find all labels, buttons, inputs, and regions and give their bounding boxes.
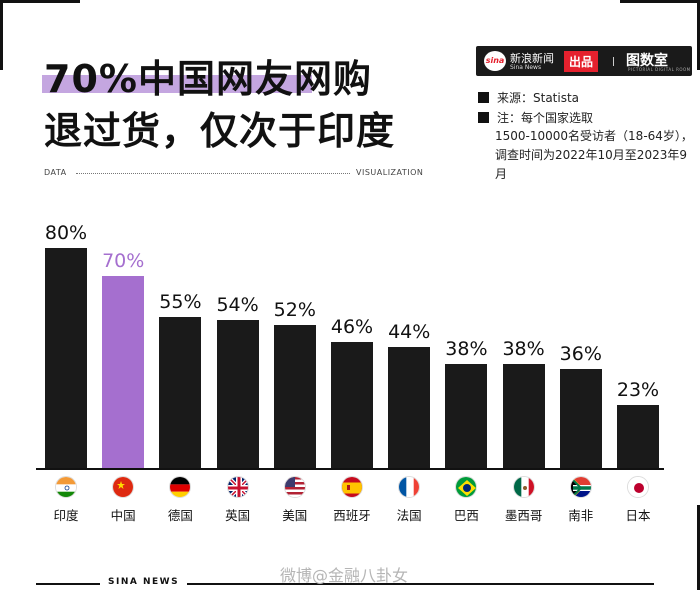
corner-frame-top-left-h bbox=[0, 0, 80, 3]
dotted-divider bbox=[76, 173, 350, 174]
logo-separator: | bbox=[612, 57, 616, 67]
bar-0 bbox=[45, 248, 87, 468]
category-label: 墨西哥 bbox=[504, 508, 543, 523]
corner-frame-top-left-v bbox=[0, 0, 3, 70]
bar-value-label: 38% bbox=[445, 337, 488, 360]
bar-value-label: 80% bbox=[44, 222, 88, 244]
produced-badge: 出品 bbox=[564, 51, 599, 72]
mexico-flag-icon bbox=[512, 476, 535, 498]
category-label: 美国 bbox=[282, 508, 308, 523]
corner-frame-top-right-h bbox=[620, 0, 700, 3]
uk-flag-icon bbox=[226, 476, 249, 498]
category-label: 德国 bbox=[167, 508, 193, 523]
bar-10 bbox=[617, 404, 659, 468]
survey-note-detail: 1500-10000名受访者（18-64岁），调查时间为2022年10月至202… bbox=[495, 129, 693, 181]
spain-flag-icon bbox=[341, 476, 363, 498]
corner-frame-right-bottom-v bbox=[697, 505, 700, 590]
category-label: 西班牙 bbox=[333, 508, 371, 523]
title-highlight bbox=[42, 75, 312, 93]
footer-brand: SINA NEWS bbox=[100, 577, 188, 587]
bar-value-label: 46% bbox=[330, 315, 374, 338]
bullet-square-icon bbox=[478, 112, 489, 123]
bar-1 bbox=[102, 275, 145, 468]
bar-4 bbox=[273, 325, 316, 468]
usa-flag-icon bbox=[283, 476, 306, 498]
germany-flag-icon bbox=[169, 476, 192, 498]
corner-frame-top-right-v bbox=[697, 0, 700, 70]
bar-8 bbox=[502, 363, 545, 468]
bar-value-label: 52% bbox=[273, 299, 316, 321]
bar-value-label: 54% bbox=[216, 293, 259, 316]
bar-value-label: 44% bbox=[388, 321, 431, 343]
tu-shu-shi-logo: 图数室 bbox=[626, 53, 668, 69]
japan-flag-icon bbox=[627, 476, 649, 498]
south-africa-flag-icon bbox=[569, 476, 592, 498]
bar-value-label: 23% bbox=[616, 378, 660, 401]
survey-note-text: 注：每个国家选取 bbox=[497, 111, 594, 125]
sina-logo-icon: sina bbox=[484, 51, 506, 71]
bar-2 bbox=[159, 316, 202, 468]
bar-9 bbox=[559, 369, 602, 468]
bar-value-label: 55% bbox=[159, 290, 202, 313]
brand-name-en: Sina News bbox=[510, 64, 542, 71]
tu-shu-shi-logo-en: PICTORIAL DIGITAL ROOM bbox=[628, 67, 691, 72]
france-flag-icon bbox=[398, 476, 421, 498]
category-label: 巴西 bbox=[453, 508, 479, 523]
category-label: 印度 bbox=[53, 508, 79, 523]
page-title-line1: 70%中国网友网购 bbox=[44, 57, 372, 101]
category-label: 英国 bbox=[225, 508, 251, 523]
survey-note: 注：每个国家选取 bbox=[478, 109, 593, 127]
bar-value-label: 70% bbox=[102, 249, 145, 272]
category-label: 法国 bbox=[396, 508, 422, 523]
bar-7 bbox=[445, 363, 488, 468]
data-label: DATA bbox=[44, 168, 67, 177]
footer-line bbox=[36, 583, 654, 585]
brazil-flag-icon bbox=[455, 476, 478, 498]
bar-value-label: 38% bbox=[502, 337, 545, 360]
source-note: 来源：Statista bbox=[478, 89, 579, 107]
chart-baseline bbox=[36, 468, 664, 470]
source-text: 来源：Statista bbox=[497, 91, 580, 105]
category-label: 南非 bbox=[568, 508, 594, 523]
category-label: 中国 bbox=[110, 508, 136, 523]
weibo-watermark: 微博@金融八卦女 bbox=[280, 566, 409, 585]
india-flag-icon bbox=[55, 476, 77, 498]
page-title-line2: 退过货，仅次于印度 bbox=[44, 109, 396, 153]
bar-value-label: 36% bbox=[559, 343, 602, 365]
china-flag-icon bbox=[112, 476, 135, 498]
visualization-label: VISUALIZATION bbox=[356, 168, 424, 177]
bar-6 bbox=[388, 347, 431, 468]
brand-name-cn: 新浪新闻 bbox=[510, 52, 554, 65]
bar-5 bbox=[331, 341, 373, 468]
bar-3 bbox=[216, 319, 259, 468]
bullet-square-icon bbox=[478, 92, 489, 103]
category-label: 日本 bbox=[625, 508, 651, 523]
